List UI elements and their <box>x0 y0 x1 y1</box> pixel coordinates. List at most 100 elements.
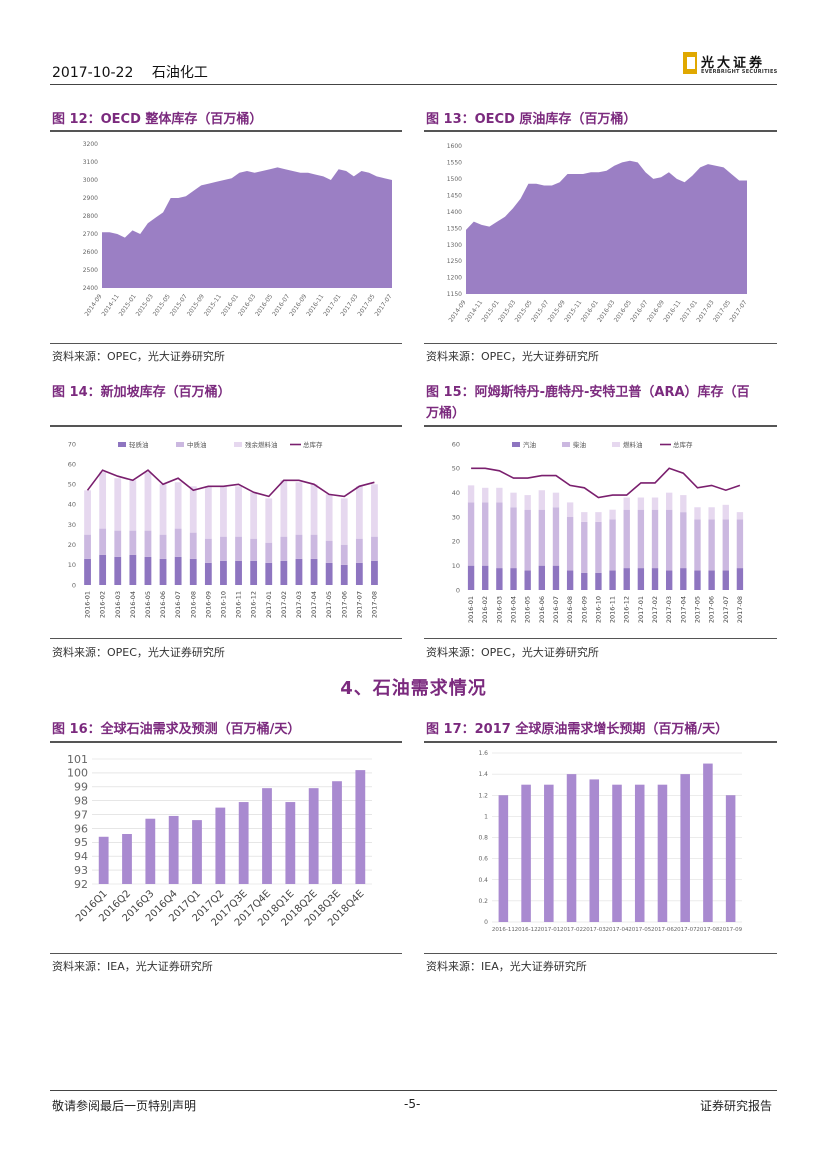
stacked-bar-segment <box>680 495 687 513</box>
stacked-bar-segment <box>355 538 363 563</box>
stacked-bar-segment <box>355 486 363 539</box>
x-tick-label: 2017-06 <box>340 591 348 618</box>
stacked-bar-segment <box>310 558 318 585</box>
y-tick-label: 0 <box>72 581 76 589</box>
stacked-bar-segment <box>295 558 303 585</box>
y-tick-label: 3000 <box>83 177 98 184</box>
area-series <box>102 167 392 288</box>
bar <box>703 763 713 922</box>
y-tick-label: 96 <box>74 822 88 835</box>
stacked-bar-segment <box>510 568 517 590</box>
y-tick-label: 92 <box>74 878 88 891</box>
stacked-bar-segment <box>99 554 107 585</box>
stacked-bar-segment <box>371 560 378 585</box>
stacked-bar-segment <box>325 494 333 541</box>
stacked-bar-segment <box>538 565 546 590</box>
figure-15-source-rule <box>424 638 777 639</box>
logo-text-en: EVERBRIGHT SECURITIES <box>701 69 778 75</box>
stacked-bar-segment <box>265 542 273 563</box>
x-tick-label: 2016-07 <box>174 591 182 618</box>
figure-12-rule <box>50 130 402 132</box>
y-tick-label: 40 <box>452 489 460 497</box>
x-tick-label: 2017-03 <box>583 927 606 933</box>
stacked-bar-segment <box>736 568 744 590</box>
bar <box>521 784 531 922</box>
stacked-bar-segment <box>651 497 659 510</box>
chart-f12: 3200310030002900280027002600250024002014… <box>83 141 394 318</box>
x-tick-label: 2017-07 <box>355 591 363 618</box>
figure-15-title-line1: 图 15：阿姆斯特丹-鹿特丹-安特卫普（ARA）库存（百 <box>426 385 750 400</box>
stacked-bar-segment <box>680 512 687 569</box>
stacked-bar-segment <box>265 498 273 543</box>
chart-f14: 70 60 50 40 30 20 10 0 2016-01 2016-02 2016-03 2016… <box>68 440 379 618</box>
y-tick-label: 2700 <box>83 231 98 238</box>
stacked-bar-segment <box>280 560 288 585</box>
stacked-bar-segment <box>552 507 560 566</box>
stacked-bar-segment <box>174 482 182 529</box>
figure-13-rule <box>424 130 777 132</box>
logo-text-cn: 光大证券 <box>701 56 766 71</box>
x-tick-label: 2016-11 <box>492 927 515 933</box>
stacked-bar-segment <box>524 570 531 590</box>
stacked-bar-segment <box>708 570 715 590</box>
stacked-bar-segment <box>99 472 107 529</box>
stacked-bar-segment <box>482 487 489 503</box>
y-tick-label: 10 <box>452 562 460 570</box>
stacked-bar-segment <box>581 521 588 573</box>
stacked-bar-segment <box>722 504 729 520</box>
stacked-bar-segment <box>467 485 475 503</box>
stacked-bar-segment <box>189 486 197 533</box>
stacked-bar-segment <box>467 565 475 590</box>
x-tick-label: 2017-07 <box>674 927 697 933</box>
stacked-bar-segment <box>510 492 517 508</box>
legend-swatch <box>512 442 520 447</box>
stacked-bar-segment <box>482 502 489 566</box>
stacked-bar-segment <box>538 509 546 566</box>
figure-16-source: 资料来源：IEA，光大证券研究所 <box>52 960 213 973</box>
x-tick-label: 2016-08 <box>566 596 574 623</box>
stacked-bar-segment <box>295 482 303 535</box>
stacked-bar-segment <box>538 490 546 510</box>
stacked-bar-segment <box>220 536 227 561</box>
legend-label: 柴油 <box>573 440 586 449</box>
stacked-bar-segment <box>665 509 673 571</box>
legend-label: 总库存 <box>673 440 693 449</box>
y-tick-label: 1.4 <box>478 771 488 778</box>
stacked-bar-segment <box>651 568 659 590</box>
stacked-bar-segment <box>595 512 602 522</box>
x-tick-label: 2017-04 <box>606 927 629 933</box>
y-tick-label: 30 <box>68 521 76 529</box>
y-tick-label: 101 <box>67 753 88 766</box>
x-tick-label: 2016-06 <box>159 591 167 618</box>
stacked-bar-segment <box>524 509 531 571</box>
x-tick-label: 2016-02 <box>481 596 489 623</box>
figure-16-title: 图 16：全球石油需求及预测（百万桶/天） <box>52 722 301 737</box>
stacked-bar-segment <box>114 530 122 557</box>
bar <box>680 774 690 922</box>
stacked-bar-segment <box>496 487 503 503</box>
legend-label: 总库存 <box>303 440 323 449</box>
figure-17-source: 资料来源：IEA，光大证券研究所 <box>426 960 587 973</box>
bar <box>634 784 645 922</box>
stacked-bar-segment <box>371 536 378 561</box>
page-number: -5- <box>404 1097 421 1111</box>
stacked-bar-segment <box>637 509 645 569</box>
y-tick-label: 3100 <box>83 159 98 166</box>
y-tick-label: 60 <box>452 440 460 448</box>
bar <box>498 795 509 922</box>
y-tick-label: 1350 <box>447 225 462 232</box>
stacked-bar-segment <box>694 519 701 571</box>
x-tick-label: 2016-12 <box>623 596 631 623</box>
stacked-bar-segment <box>623 568 630 590</box>
stacked-bar-segment <box>340 498 348 545</box>
x-tick-label: 2016-03 <box>114 591 122 618</box>
x-tick-label: 2017-09 <box>719 927 742 933</box>
stacked-bar-segment <box>736 512 744 520</box>
x-tick-label: 2017-06 <box>708 596 716 623</box>
legend-label: 燃料油 <box>623 440 643 449</box>
x-tick-label: 2016-01 <box>84 591 92 618</box>
stacked-bar-segment <box>623 509 630 569</box>
stacked-bar-segment <box>371 484 378 537</box>
bar <box>122 834 132 884</box>
